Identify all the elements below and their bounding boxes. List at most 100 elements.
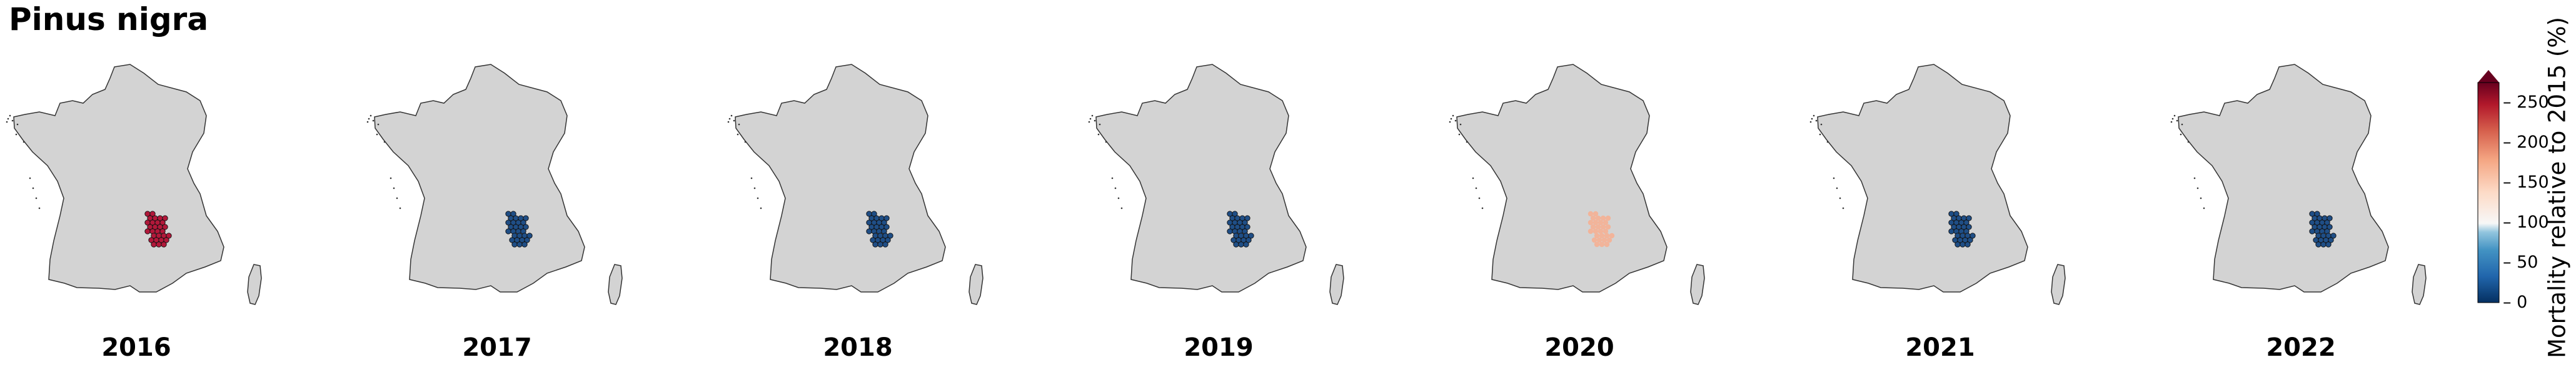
- island-dot: [35, 197, 38, 199]
- island-dot: [1450, 118, 1452, 120]
- mortality-cell: [1966, 215, 1972, 221]
- island-dot: [753, 187, 756, 189]
- mortality-cell: [1597, 219, 1604, 226]
- year-label: 2016: [101, 333, 171, 362]
- island-dot: [750, 177, 753, 179]
- mortality-cell: [1948, 228, 1955, 234]
- island-dot: [1097, 133, 1100, 136]
- mortality-cell: [1587, 228, 1594, 234]
- corsica: [247, 264, 262, 305]
- france-map-2016: [6, 64, 262, 305]
- mortality-cell: [1244, 224, 1250, 230]
- map-panel-2016: 2016: [5, 59, 268, 372]
- map-panel-2017: 2017: [366, 59, 628, 372]
- map-panel-2019: 2019: [1087, 59, 1350, 372]
- mortality-cell: [871, 211, 877, 217]
- island-dot: [1472, 177, 1474, 179]
- mortality-cell: [1606, 237, 1613, 243]
- mortality-cell: [1592, 211, 1599, 217]
- mortality-cell: [1595, 224, 1601, 230]
- island-dot: [376, 133, 378, 136]
- island-dot: [733, 119, 735, 122]
- colorbar-label: Mortality relative to 2015 (%): [2543, 17, 2571, 358]
- island-dot: [1452, 114, 1454, 117]
- mortality-cell: [516, 241, 523, 248]
- island-dot: [757, 197, 759, 199]
- mortality-cell: [1965, 241, 1971, 248]
- mortality-cell: [1587, 219, 1594, 226]
- mortality-cell: [1955, 241, 1961, 248]
- mortality-cell: [1600, 224, 1606, 230]
- island-dot: [2171, 118, 2174, 120]
- island-dot: [1088, 121, 1090, 123]
- island-dot: [11, 119, 14, 122]
- island-dot: [16, 123, 19, 126]
- island-dot: [1458, 133, 1461, 136]
- mortality-cell: [877, 241, 883, 248]
- island-dot: [1091, 114, 1094, 117]
- island-dot: [1478, 197, 1481, 199]
- island-dot: [1105, 141, 1107, 143]
- island-dot: [2193, 177, 2196, 179]
- island-dot: [1813, 114, 1815, 117]
- france-map-2018: [727, 64, 984, 305]
- mortality-cell: [144, 228, 151, 234]
- mortality-cell: [1601, 237, 1607, 243]
- mortality-cell: [2327, 215, 2333, 221]
- mainland-france: [374, 64, 585, 293]
- mortality-cell: [2320, 241, 2327, 248]
- mortality-cell: [1602, 219, 1609, 226]
- mortality-cell: [1967, 237, 1973, 243]
- year-label: 2022: [2266, 333, 2336, 362]
- island-dot: [23, 141, 25, 143]
- island-dot: [1836, 187, 1838, 189]
- corsica: [2051, 264, 2066, 305]
- mortality-cell: [2327, 224, 2333, 230]
- mortality-cell: [1596, 237, 1602, 243]
- mortality-cell: [883, 224, 890, 230]
- island-dot: [1111, 177, 1114, 179]
- mainland-france: [1456, 64, 1668, 293]
- mortality-cell: [1605, 215, 1611, 221]
- mortality-cell: [881, 219, 887, 226]
- corsica: [608, 264, 623, 305]
- corsica: [969, 264, 984, 305]
- mortality-cell: [2315, 241, 2322, 248]
- mortality-cell: [156, 241, 162, 248]
- mortality-cell: [885, 237, 891, 243]
- island-dot: [1826, 141, 1829, 143]
- island-dot: [6, 121, 8, 123]
- island-dot: [738, 123, 740, 126]
- mortality-cell: [520, 219, 526, 226]
- mortality-cell: [1970, 233, 1976, 239]
- year-label: 2018: [823, 333, 893, 362]
- colorbar: [2476, 69, 2501, 309]
- island-dot: [1094, 119, 1096, 122]
- island-dot: [372, 119, 375, 122]
- year-label: 2020: [1544, 333, 1614, 362]
- island-dot: [1459, 123, 1462, 126]
- mortality-cell: [511, 241, 518, 248]
- mortality-cell: [1953, 211, 1960, 217]
- island-dot: [744, 141, 747, 143]
- island-dot: [396, 197, 398, 199]
- island-dot: [2181, 123, 2183, 126]
- island-dot: [15, 133, 18, 136]
- corsica: [2412, 264, 2427, 305]
- island-dot: [1475, 187, 1477, 189]
- mainland-france: [1095, 64, 1307, 293]
- island-dot: [1466, 141, 1468, 143]
- mortality-cell: [151, 241, 157, 248]
- colorbar-tick: – 200: [2503, 133, 2549, 152]
- mortality-cell: [2328, 237, 2334, 243]
- mortality-cell: [1248, 233, 1254, 239]
- mortality-cell: [163, 237, 169, 243]
- mortality-cell: [1594, 233, 1600, 239]
- france-map-2022: [2170, 64, 2427, 305]
- island-dot: [1481, 207, 1484, 209]
- island-dot: [1815, 119, 1818, 122]
- mortality-cell: [2325, 241, 2332, 248]
- island-dot: [38, 207, 41, 209]
- island-dot: [377, 123, 380, 126]
- mortality-cell: [1244, 215, 1250, 221]
